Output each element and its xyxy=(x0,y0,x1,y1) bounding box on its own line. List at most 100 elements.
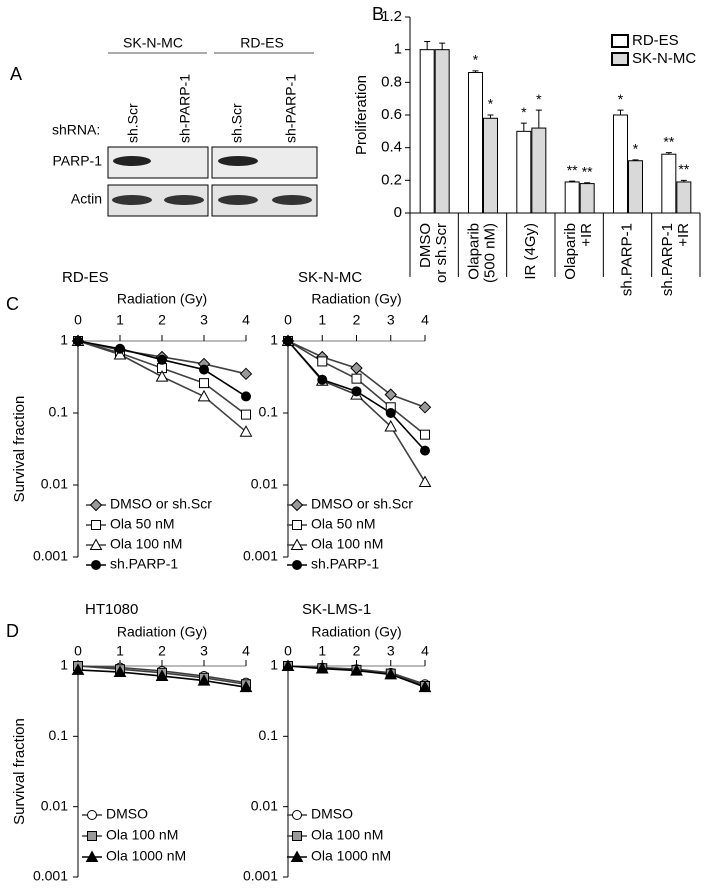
y-tick-label: 1 xyxy=(270,332,278,348)
legend-label: RD-ES xyxy=(632,32,679,49)
x-tick-label: IR (4Gy) xyxy=(522,223,539,280)
x-tick-label: 2 xyxy=(158,643,166,659)
legend-label: DMSO xyxy=(311,806,353,822)
legend-label: SK-N-MC xyxy=(632,50,696,67)
error-bar xyxy=(632,159,639,161)
marker xyxy=(73,336,83,346)
marker xyxy=(420,445,430,456)
bar xyxy=(661,153,677,214)
legend-label: Ola 50 nM xyxy=(110,516,175,532)
significance-label: ** xyxy=(663,133,674,149)
bar xyxy=(531,127,547,214)
chart-title: SK-LMS-1 xyxy=(302,601,371,618)
x-tick-label: 0 xyxy=(284,312,292,328)
legend-label: DMSO xyxy=(106,806,148,822)
x-tick-label: Olaparib+IR xyxy=(562,223,595,280)
marker xyxy=(283,336,293,346)
bar xyxy=(468,72,483,214)
x-tick-label: 1 xyxy=(318,643,326,659)
marker xyxy=(155,370,169,382)
chart-title: RD-ES xyxy=(62,269,109,286)
y-tick-label: 1 xyxy=(394,41,402,58)
x-tick-label: 0 xyxy=(284,643,292,659)
error-bar xyxy=(535,109,542,129)
error-bar xyxy=(472,70,479,73)
marker xyxy=(71,663,85,675)
y-axis-label: Survival fraction xyxy=(11,718,28,825)
marker xyxy=(385,408,396,418)
marker xyxy=(115,343,125,354)
legend-label: Ola 50 nM xyxy=(311,516,376,532)
marker xyxy=(199,364,209,375)
x-axis-label: Radiation (Gy) xyxy=(117,624,207,640)
y-tick-label: 0.001 xyxy=(33,548,68,564)
lane-label: sh.Scr xyxy=(229,103,245,143)
panel-letter: A xyxy=(10,64,22,84)
panel-letters: A B C D xyxy=(6,4,384,641)
blot-band xyxy=(113,156,151,166)
row-label: Actin xyxy=(71,191,102,207)
x-axis-label: Radiation (Gy) xyxy=(311,624,401,640)
significance-label: * xyxy=(488,96,494,112)
marker xyxy=(290,538,304,550)
marker xyxy=(420,429,430,440)
marker xyxy=(113,665,127,678)
y-tick-label: 0.001 xyxy=(243,548,278,564)
group-label: RD-ES xyxy=(240,35,284,51)
error-bar xyxy=(617,109,624,115)
marker xyxy=(113,347,127,360)
marker xyxy=(241,409,251,420)
bar xyxy=(628,160,643,214)
western-blot: SK-N-MC RD-ES shRNA: sh.Scr sh-PARP-1 sh… xyxy=(52,35,318,217)
marker xyxy=(281,659,295,671)
x-tick-label: Olaparib(500 nM) xyxy=(465,223,498,283)
x-tick-label: 4 xyxy=(242,312,250,328)
error-bar xyxy=(487,114,494,119)
marker xyxy=(155,669,169,682)
bar xyxy=(564,181,580,214)
marker xyxy=(292,560,302,570)
significance-label: ** xyxy=(678,161,689,177)
y-tick-label: 0 xyxy=(394,204,402,221)
significance-label: ** xyxy=(567,162,578,178)
panel-letter: B xyxy=(372,4,384,24)
blot-band xyxy=(164,195,204,205)
marker xyxy=(384,388,397,401)
y-tick-label: 0.01 xyxy=(251,797,278,813)
marker xyxy=(87,831,97,841)
y-tick-label: 0.01 xyxy=(41,797,68,813)
marker xyxy=(384,667,398,680)
error-bar xyxy=(520,122,527,132)
y-tick-label: 0.2 xyxy=(381,171,402,188)
marker xyxy=(317,374,328,385)
marker xyxy=(91,520,101,530)
x-axis-label: Radiation (Gy) xyxy=(311,291,401,307)
y-tick-label: 1 xyxy=(60,657,68,673)
y-tick-label: 1.2 xyxy=(381,8,402,25)
x-tick-label: sh.PARP-1+IR xyxy=(659,223,692,296)
marker xyxy=(239,680,253,693)
marker xyxy=(292,520,302,530)
marker xyxy=(351,386,362,397)
x-axis-label: Radiation (Gy) xyxy=(117,291,207,307)
y-tick-label: 0.8 xyxy=(381,73,402,90)
y-axis-label: Proliferation xyxy=(353,75,370,155)
panel-letter: D xyxy=(6,621,19,641)
error-bar xyxy=(584,182,591,184)
y-tick-label: 0.01 xyxy=(251,476,278,492)
legend-swatch xyxy=(611,34,629,48)
marker xyxy=(197,674,211,686)
x-tick-label: DMSOor sh.Scr xyxy=(417,223,450,283)
legend-label: Ola 100 nM xyxy=(106,827,178,843)
y-tick-label: 0.4 xyxy=(381,139,402,156)
y-tick-label: 0.001 xyxy=(243,868,278,884)
x-tick-label: 4 xyxy=(242,643,250,659)
x-tick-label: 1 xyxy=(116,312,124,328)
marker xyxy=(290,498,304,512)
marker xyxy=(157,354,167,365)
row-label: PARP-1 xyxy=(52,153,102,169)
bar xyxy=(434,49,450,214)
legend-label: sh.PARP-1 xyxy=(311,556,379,572)
legend-swatch xyxy=(611,52,629,66)
